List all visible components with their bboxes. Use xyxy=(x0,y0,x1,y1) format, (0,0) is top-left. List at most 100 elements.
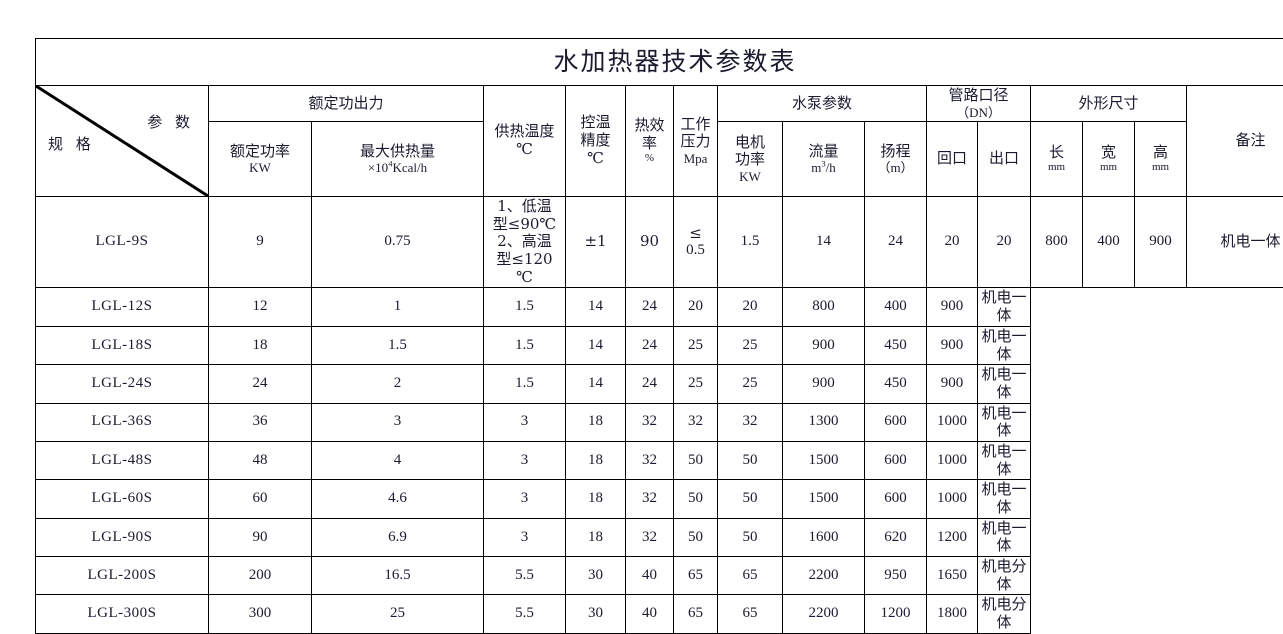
cell-flow: 30 xyxy=(566,595,626,633)
cell-flow: 14 xyxy=(566,288,626,326)
cell-height: 1800 xyxy=(927,595,978,633)
header-dimension-height: 高 mm xyxy=(1135,122,1187,197)
work-pressure-line1: 工作 xyxy=(676,116,715,134)
cell-length: 1500 xyxy=(783,480,865,518)
head-line1: 扬程 xyxy=(867,143,924,161)
header-dimension-length: 长 mm xyxy=(1031,122,1083,197)
cell-outlet: 25 xyxy=(718,365,783,403)
supply-temp-unit: ℃ xyxy=(486,141,563,159)
cell-motor-power: 3 xyxy=(484,441,566,479)
cell-length: 800 xyxy=(1031,197,1083,288)
cell-flow: 18 xyxy=(566,480,626,518)
page-title: 水加热器技术参数表 xyxy=(36,39,1283,86)
corner-diagonal-cell: 参 数 规 格 xyxy=(36,86,209,197)
cell-remark: 机电一体 xyxy=(1187,197,1283,288)
cell-height: 900 xyxy=(927,365,978,403)
cell-remark: 机电一体 xyxy=(978,288,1031,326)
header-pipe-outlet: 出口 xyxy=(978,122,1031,197)
cell-rated-power: 18 xyxy=(209,326,312,364)
cell-head: 32 xyxy=(626,403,674,441)
cell-flow: 14 xyxy=(566,326,626,364)
pipe-diameter-line2: （DN） xyxy=(929,105,1028,120)
cell-remark: 机电一体 xyxy=(978,480,1031,518)
cell-inlet: 50 xyxy=(674,480,718,518)
cell-inlet: 20 xyxy=(674,288,718,326)
cell-rated-power: 24 xyxy=(209,365,312,403)
cell-outlet: 20 xyxy=(978,197,1031,288)
cell-outlet: 32 xyxy=(718,403,783,441)
cell-max-heat: 1.5 xyxy=(312,326,484,364)
length-line1: 长 xyxy=(1033,144,1080,162)
header-group-dimensions: 外形尺寸 xyxy=(1031,86,1187,122)
max-heat-line1: 最大供热量 xyxy=(314,143,481,161)
table-row[interactable]: LGL-9S 9 0.75 1、低温 型≤90℃ 2、高温 型≤120 ℃ ±1… xyxy=(36,197,1283,288)
work-pressure-line2: 压力 xyxy=(676,133,715,151)
cell-remark: 机电一体 xyxy=(978,365,1031,403)
cell-motor-power: 1.5 xyxy=(484,326,566,364)
cell-inlet: 50 xyxy=(674,441,718,479)
cell-width: 620 xyxy=(865,518,927,556)
supply-temp-value-line2: 型≤90℃ xyxy=(486,216,563,234)
work-pressure-value-line2: 0.5 xyxy=(676,242,715,260)
cell-motor-power: 1.5 xyxy=(484,288,566,326)
supply-temp-line1: 供热温度 xyxy=(486,123,563,141)
cell-max-heat: 25 xyxy=(312,595,484,633)
cell-height: 1200 xyxy=(927,518,978,556)
cell-height: 900 xyxy=(927,326,978,364)
page-root: 水加热器技术参数表 参 数 规 格 额定功出力 供热温度 ℃ xyxy=(0,0,1283,510)
header-rated-power: 额定功率 KW xyxy=(209,122,312,197)
cell-max-heat: 4.6 xyxy=(312,480,484,518)
cell-outlet: 20 xyxy=(718,288,783,326)
cell-width: 600 xyxy=(865,403,927,441)
cell-motor-power: 1.5 xyxy=(718,197,783,288)
cell-flow: 14 xyxy=(566,365,626,403)
cell-width: 600 xyxy=(865,480,927,518)
cell-height: 900 xyxy=(927,288,978,326)
cell-length: 800 xyxy=(783,288,865,326)
cell-motor-power: 1.5 xyxy=(484,365,566,403)
cell-flow: 18 xyxy=(566,441,626,479)
motor-power-line1: 电机 xyxy=(720,134,780,152)
rated-power-line1: 额定功率 xyxy=(211,143,309,161)
spec-table-container: 水加热器技术参数表 参 数 规 格 额定功出力 供热温度 ℃ xyxy=(35,38,1248,634)
cell-width: 400 xyxy=(865,288,927,326)
cell-model: LGL-300S xyxy=(36,595,209,633)
cell-rated-power: 48 xyxy=(209,441,312,479)
cell-head: 24 xyxy=(626,288,674,326)
cell-model: LGL-36S xyxy=(36,403,209,441)
cell-rated-power: 90 xyxy=(209,518,312,556)
supply-temp-value-line3: 2、高温 xyxy=(486,233,563,251)
cell-length: 900 xyxy=(783,365,865,403)
header-group-pump-parameters: 水泵参数 xyxy=(718,86,927,122)
rated-power-unit: KW xyxy=(211,160,309,175)
cell-head: 24 xyxy=(626,365,674,403)
cell-remark: 机电一体 xyxy=(978,403,1031,441)
cell-length: 1500 xyxy=(783,441,865,479)
pipe-diameter-line1: 管路口径 xyxy=(929,87,1028,105)
cell-model: LGL-24S xyxy=(36,365,209,403)
header-supply-temperature: 供热温度 ℃ xyxy=(484,86,566,197)
header-motor-power: 电机 功率 KW xyxy=(718,122,783,197)
cell-inlet: 65 xyxy=(674,557,718,595)
cell-working-pressure-merged: ≤ 0.5 xyxy=(674,197,718,288)
motor-power-line2: 功率 xyxy=(720,151,780,169)
header-group-pipe-diameter: 管路口径 （DN） xyxy=(927,86,1031,122)
cell-motor-power: 5.5 xyxy=(484,557,566,595)
cell-width: 400 xyxy=(1083,197,1135,288)
cell-remark: 机电分体 xyxy=(978,595,1031,633)
cell-width: 450 xyxy=(865,326,927,364)
cell-outlet: 50 xyxy=(718,441,783,479)
efficiency-line1: 热效 xyxy=(628,117,671,135)
flow-prefix: m xyxy=(811,160,821,175)
cell-model: LGL-18S xyxy=(36,326,209,364)
